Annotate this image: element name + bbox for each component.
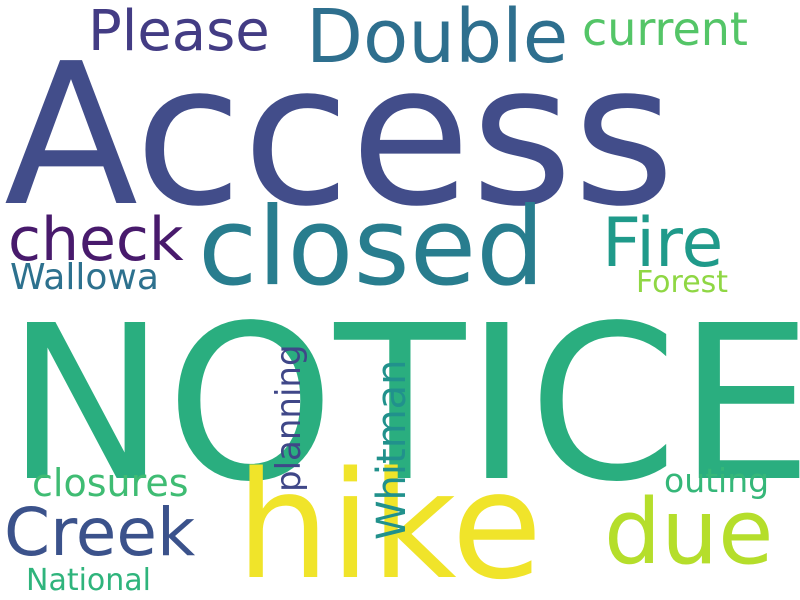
word-closures: closures bbox=[32, 461, 189, 505]
word-planning: planning bbox=[269, 344, 309, 492]
word-check: check bbox=[8, 205, 184, 275]
word-closed: closed bbox=[198, 185, 545, 310]
word-current: current bbox=[582, 2, 748, 56]
word-access: Access bbox=[4, 22, 675, 250]
word-please: Please bbox=[88, 0, 270, 64]
word-national: National bbox=[26, 563, 152, 598]
word-due: due bbox=[604, 480, 774, 585]
word-creek: Creek bbox=[4, 494, 196, 571]
word-double: Double bbox=[306, 0, 569, 80]
word-notice: NOTICE bbox=[6, 280, 800, 529]
word-wallowa: Wallowa bbox=[10, 257, 159, 298]
word-fire: Fire bbox=[602, 204, 724, 283]
word-hike: hike bbox=[236, 440, 543, 600]
word-whitman: Whitman bbox=[369, 359, 415, 540]
word-outing: outing bbox=[664, 461, 770, 500]
word-forest: Forest bbox=[636, 265, 729, 300]
